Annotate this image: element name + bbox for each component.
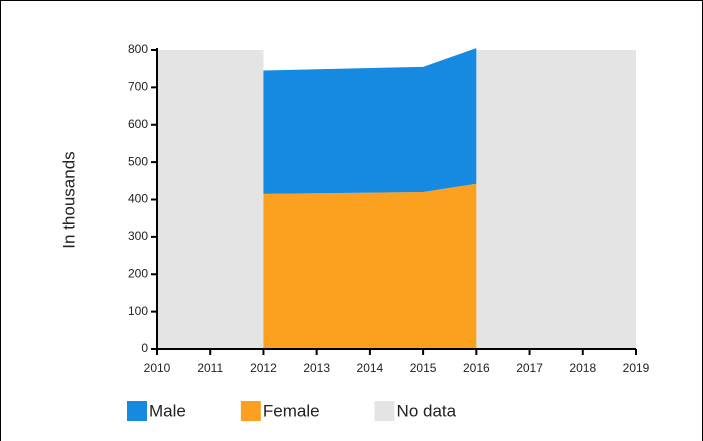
- x-tick-label: 2018: [569, 361, 596, 375]
- x-tick-label: 2013: [303, 361, 330, 375]
- y-tick-label: 0: [141, 341, 148, 355]
- no-data-region: [157, 50, 264, 349]
- legend-label: Male: [149, 401, 186, 420]
- area: [263, 48, 477, 194]
- x-tick-label: 2010: [144, 361, 171, 375]
- legend-swatch: [127, 401, 147, 421]
- legend-swatch: [374, 401, 395, 421]
- y-tick-label: 800: [128, 42, 148, 56]
- no-data-region: [476, 50, 636, 349]
- area: [263, 183, 477, 349]
- y-tick-label: 300: [128, 229, 148, 243]
- y-tick-label: 500: [128, 154, 148, 168]
- x-tick-label: 2011: [197, 361, 223, 375]
- y-tick-label: 700: [128, 80, 148, 94]
- y-tick-label: 200: [128, 266, 148, 280]
- legend-label: Female: [263, 401, 320, 420]
- y-axis-label: In thousands: [59, 151, 78, 248]
- legend-swatch: [240, 401, 261, 421]
- x-tick-label: 2016: [463, 361, 490, 375]
- x-tick-label: 2019: [623, 361, 650, 375]
- legend-label: No data: [397, 401, 457, 420]
- y-tick-label: 400: [128, 192, 148, 206]
- y-tick-label: 600: [128, 117, 148, 131]
- x-tick-label: 2012: [250, 361, 277, 375]
- x-tick-label: 2015: [410, 361, 437, 375]
- x-tick-label: 2014: [357, 361, 384, 375]
- y-tick-label: 100: [128, 304, 148, 318]
- x-tick-label: 2017: [516, 361, 543, 375]
